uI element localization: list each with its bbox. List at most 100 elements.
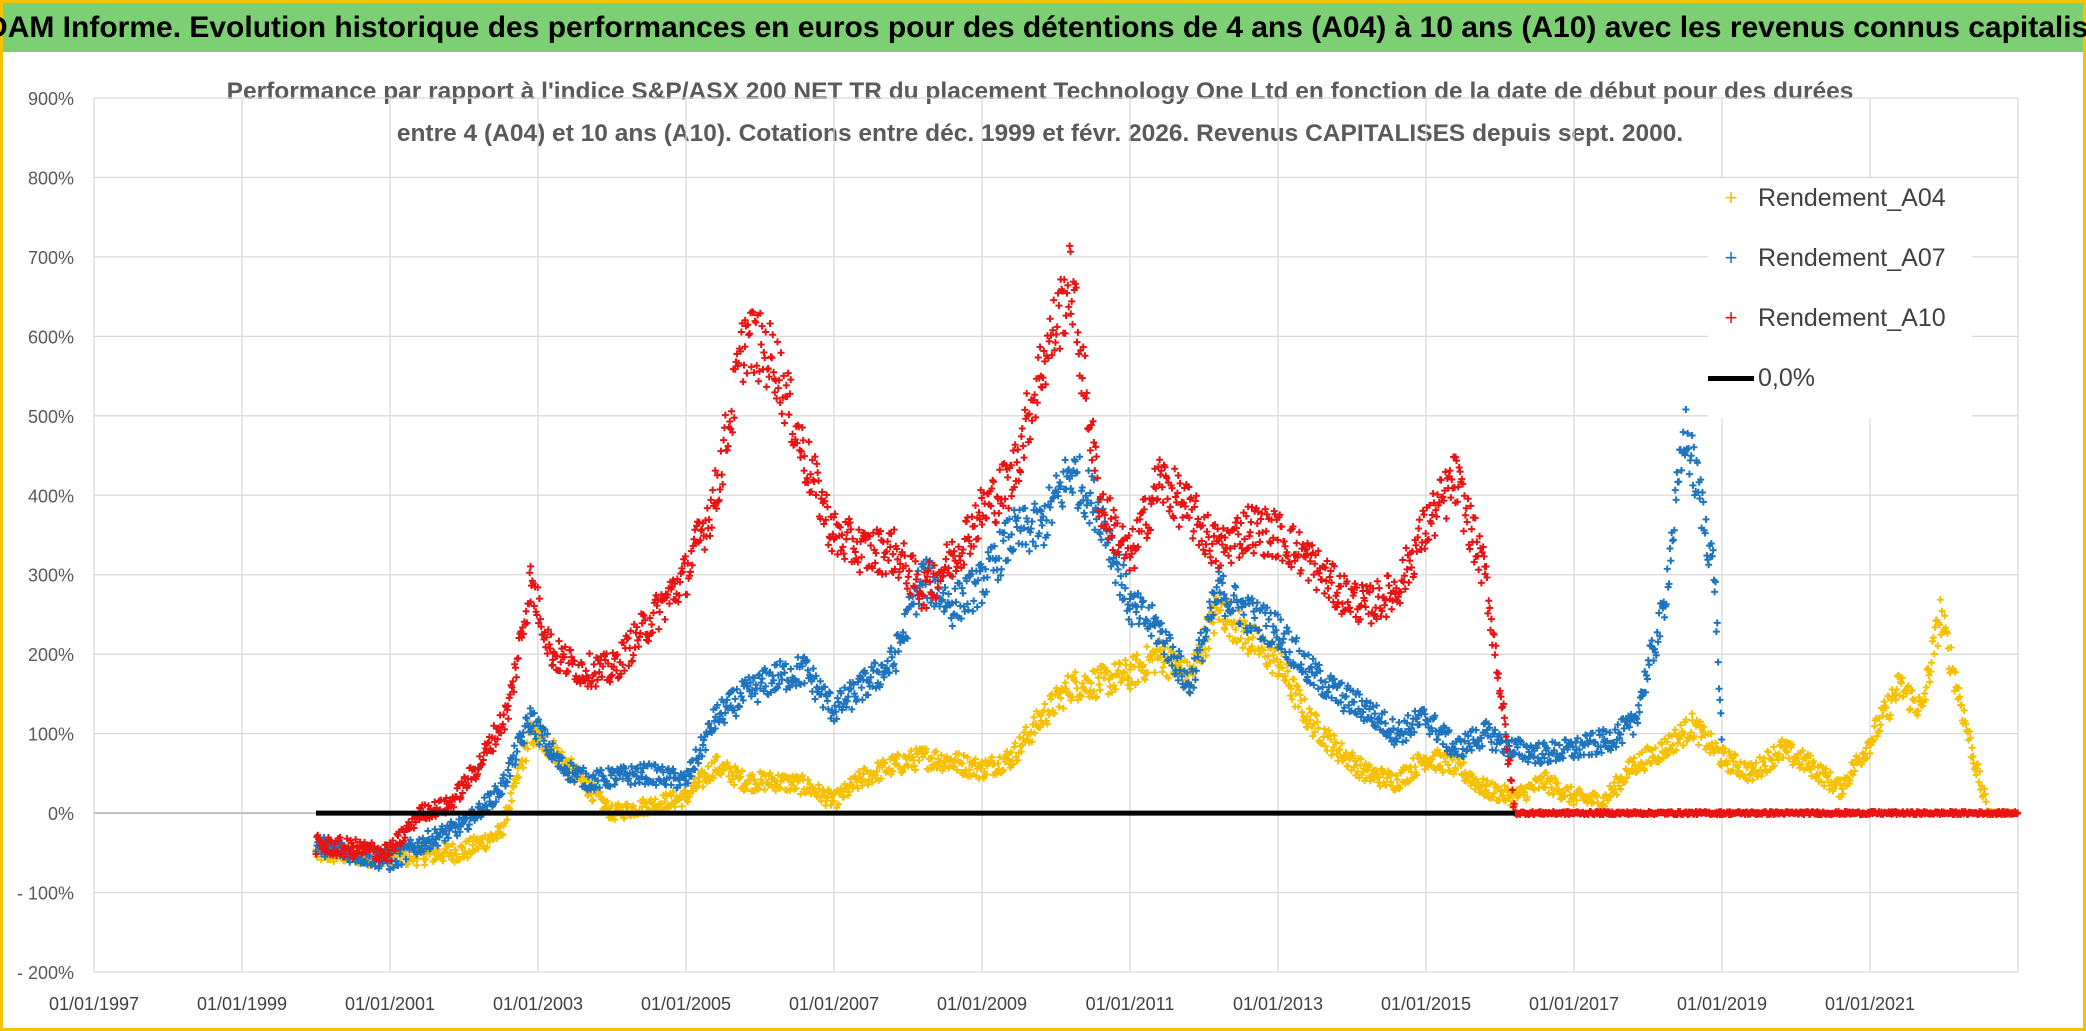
data-point-Rendement_A04: [1449, 756, 1457, 764]
y-tick-label: - 100%: [17, 884, 74, 904]
data-point-Rendement_A07: [731, 695, 739, 703]
data-point-Rendement_A04: [1826, 768, 1834, 776]
data-point-Rendement_A04: [728, 768, 736, 776]
data-point-Rendement_A07: [406, 836, 414, 844]
data-point-Rendement_A04: [1164, 674, 1172, 682]
data-point-Rendement_A04: [1264, 652, 1272, 660]
data-point-Rendement_A04: [1344, 762, 1352, 770]
data-point-Rendement_A10: [764, 364, 772, 372]
data-point-Rendement_A10: [785, 411, 793, 419]
x-tick-label: 01/01/2003: [493, 994, 583, 1014]
data-point-Rendement_A10: [1466, 545, 1474, 553]
data-point-Rendement_A04: [950, 762, 958, 770]
data-point-Rendement_A04: [931, 760, 939, 768]
data-point-Rendement_A07: [503, 778, 511, 786]
data-point-Rendement_A07: [767, 688, 775, 696]
data-point-Rendement_A07: [619, 775, 627, 783]
data-point-Rendement_A07: [1675, 478, 1683, 486]
data-point-Rendement_A10: [649, 609, 657, 617]
data-point-Rendement_A07: [1043, 516, 1051, 524]
data-point-Rendement_A04: [1748, 776, 1756, 784]
data-point-Rendement_A04: [845, 788, 853, 796]
data-point-Rendement_A07: [940, 608, 948, 616]
data-point-Rendement_A10: [990, 478, 998, 486]
data-point-Rendement_A07: [627, 781, 635, 789]
data-point-Rendement_A07: [826, 689, 834, 697]
data-point-Rendement_A04: [1106, 683, 1114, 691]
data-point-Rendement_A07: [1492, 746, 1500, 754]
data-point-Rendement_A07: [1134, 589, 1142, 597]
data-point-Rendement_A10: [705, 516, 713, 524]
data-point-Rendement_A10: [1081, 352, 1089, 360]
data-point-Rendement_A04: [1292, 690, 1300, 698]
data-point-Rendement_A04: [1439, 768, 1447, 776]
y-tick-label: - 200%: [17, 963, 74, 983]
data-point-Rendement_A04: [1506, 792, 1514, 800]
data-point-Rendement_A04: [1144, 669, 1152, 677]
data-point-Rendement_A07: [444, 834, 452, 842]
data-point-Rendement_A04: [1112, 685, 1119, 693]
data-point-Rendement_A10: [1412, 541, 1420, 549]
data-point-Rendement_A10: [737, 328, 745, 336]
data-point-Rendement_A07: [737, 693, 745, 701]
data-point-Rendement_A04: [1104, 690, 1112, 698]
data-point-Rendement_A10: [1295, 528, 1303, 536]
data-point-Rendement_A07: [781, 669, 789, 677]
data-point-Rendement_A04: [1362, 760, 1370, 768]
data-point-Rendement_A04: [1057, 694, 1065, 702]
data-point-Rendement_A07: [850, 680, 858, 688]
data-point-Rendement_A04: [1028, 738, 1036, 746]
data-point-Rendement_A04: [911, 766, 919, 774]
data-point-Rendement_A10: [913, 570, 921, 578]
data-point-Rendement_A07: [1073, 468, 1081, 476]
data-point-Rendement_A07: [465, 820, 473, 828]
data-point-Rendement_A04: [834, 800, 842, 808]
data-point-Rendement_A04: [1896, 691, 1904, 699]
data-point-Rendement_A04: [937, 751, 945, 759]
data-point-Rendement_A04: [1674, 739, 1682, 747]
data-point-Rendement_A04: [1802, 754, 1810, 762]
data-point-Rendement_A04: [1093, 666, 1101, 674]
data-point-Rendement_A04: [1126, 685, 1134, 693]
data-point-Rendement_A04: [1284, 667, 1292, 675]
data-point-Rendement_A10: [1175, 523, 1183, 531]
data-point-Rendement_A04: [963, 753, 971, 761]
x-tick-label: 01/01/2009: [937, 994, 1027, 1014]
data-point-Rendement_A04: [1638, 748, 1646, 756]
data-point-Rendement_A04: [1031, 729, 1039, 737]
data-point-Rendement_A07: [1635, 701, 1643, 709]
data-point-Rendement_A04: [456, 855, 464, 863]
data-point-Rendement_A04: [1209, 619, 1217, 627]
data-point-Rendement_A04: [858, 775, 866, 783]
data-point-Rendement_A04: [699, 783, 707, 791]
data-point-Rendement_A04: [1093, 693, 1101, 701]
data-point-Rendement_A10: [842, 535, 850, 543]
data-point-Rendement_A04: [1723, 760, 1731, 768]
data-point-Rendement_A04: [1011, 739, 1019, 747]
data-point-Rendement_A04: [1785, 755, 1793, 763]
data-point-Rendement_A04: [1125, 674, 1133, 682]
data-point-Rendement_A04: [1914, 707, 1922, 715]
data-point-Rendement_A04: [1357, 755, 1365, 763]
data-point-Rendement_A07: [832, 708, 840, 716]
data-point-Rendement_A07: [455, 815, 463, 823]
data-point-Rendement_A07: [721, 709, 729, 717]
data-point-Rendement_A04: [493, 834, 501, 842]
data-point-Rendement_A07: [547, 746, 555, 754]
data-point-Rendement_A04: [982, 770, 990, 778]
data-point-Rendement_A04: [1851, 767, 1859, 775]
data-point-Rendement_A10: [1399, 556, 1407, 564]
data-point-Rendement_A04: [691, 775, 699, 783]
data-point-Rendement_A04: [1788, 741, 1796, 749]
data-point-Rendement_A04: [1763, 768, 1771, 776]
data-point-Rendement_A10: [841, 555, 849, 563]
data-point-Rendement_A04: [873, 767, 881, 775]
data-point-Rendement_A07: [1666, 545, 1674, 553]
data-point-Rendement_A04: [1087, 679, 1095, 687]
data-point-Rendement_A04: [1342, 749, 1350, 757]
data-point-Rendement_A04: [1090, 687, 1098, 695]
data-point-Rendement_A07: [427, 844, 435, 852]
data-point-Rendement_A07: [751, 690, 759, 698]
data-point-Rendement_A04: [960, 752, 968, 760]
data-point-Rendement_A07: [961, 608, 969, 616]
